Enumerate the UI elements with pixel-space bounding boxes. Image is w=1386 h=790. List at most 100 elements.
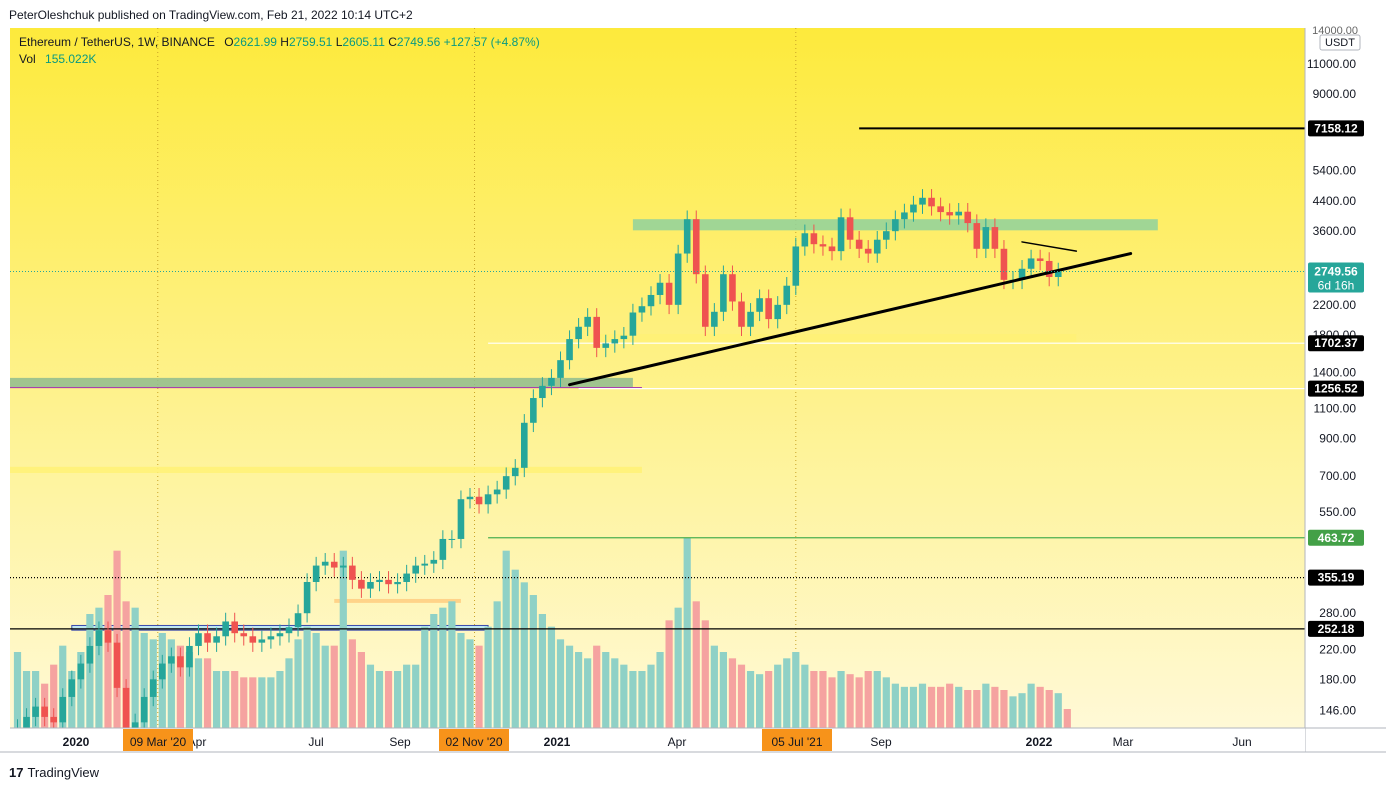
time-tick-label: 2020 [63, 735, 90, 749]
volume-bar [502, 550, 510, 728]
volume-bar [584, 658, 592, 728]
candle-body [611, 339, 619, 344]
candle [837, 208, 845, 261]
candle-body [285, 627, 293, 634]
legend-open: 2621.99 [233, 35, 277, 49]
price-tick-label: 9000.00 [1313, 87, 1357, 101]
candle-body [1036, 258, 1044, 261]
candle-body [204, 633, 211, 643]
volume-bar [59, 645, 67, 728]
volume-bar [348, 639, 356, 728]
candle-body [122, 687, 130, 728]
candle-body [656, 282, 664, 295]
candle [448, 530, 456, 549]
current-price-box [1308, 262, 1364, 293]
volume-bar [575, 652, 583, 728]
volume-bar [991, 686, 999, 728]
candle-body [783, 285, 791, 305]
volume-bar [556, 639, 565, 728]
volume-bar [638, 671, 646, 728]
volume-bar [1009, 696, 1017, 728]
volume-bar [104, 595, 112, 728]
candle-body [466, 496, 474, 500]
candle [530, 389, 537, 433]
candle [720, 265, 727, 322]
candle [502, 467, 510, 499]
volume-bar [430, 614, 438, 728]
tradingview-logo-icon: 17 [9, 765, 24, 780]
candle [367, 573, 374, 598]
volume-bar [439, 607, 447, 728]
candle [901, 203, 908, 229]
candle-body [340, 565, 347, 568]
volume-bar [176, 645, 184, 728]
candle [312, 556, 320, 592]
volume-bar [927, 686, 936, 728]
candle-body [548, 377, 555, 386]
candle [321, 553, 329, 575]
candle [340, 556, 347, 577]
volume-bar [203, 658, 212, 728]
volume-bar [710, 645, 718, 728]
candle [294, 604, 302, 637]
volume-bar [946, 683, 954, 728]
candle [358, 571, 365, 598]
candle [864, 240, 872, 263]
candle [702, 265, 709, 337]
zone-box [587, 334, 1077, 342]
candle-body [539, 385, 546, 399]
legend-row-volume: Vol 155.022K [19, 52, 540, 66]
volume-bar [194, 658, 203, 728]
volume-bar [384, 671, 393, 728]
volume-bar [846, 674, 854, 728]
volume-bar [801, 664, 809, 728]
price-label-text: 7158.12 [1314, 121, 1358, 135]
volume-bar [873, 671, 881, 728]
candle [41, 697, 48, 727]
volume-bar [294, 639, 302, 728]
current-price-text: 2749.56 [1314, 264, 1358, 278]
candle [647, 286, 655, 316]
candle-body [729, 274, 736, 302]
candle-body [584, 316, 591, 327]
candle-body [186, 645, 193, 668]
candle [1000, 240, 1008, 290]
candle-body [593, 316, 600, 348]
candle-body [86, 645, 94, 664]
candle [86, 637, 94, 673]
candle [430, 551, 438, 573]
candle-body [104, 630, 112, 643]
candle-body [113, 642, 121, 688]
candle-body [575, 326, 582, 340]
price-label-text: 1702.37 [1314, 336, 1358, 350]
candle-body [439, 538, 447, 560]
candle [249, 627, 257, 652]
time-tick-label: Sep [870, 735, 892, 749]
volume-bar [819, 671, 827, 728]
price-tick-label: 4400.00 [1313, 194, 1357, 208]
candle [303, 573, 311, 623]
volume-bar [964, 690, 972, 728]
volume-bar [140, 633, 148, 728]
candle-body [702, 274, 709, 327]
volume-bar [855, 677, 863, 728]
candle [991, 218, 999, 259]
candle [231, 612, 238, 643]
candle-body [385, 579, 392, 585]
legend-symbol: Ethereum / TetherUS, 1W, BINANCE [19, 35, 215, 49]
candle-body [475, 496, 483, 505]
candle [32, 697, 39, 727]
volume-bar [955, 686, 963, 728]
candle [919, 189, 926, 214]
volume-bar [511, 569, 519, 728]
candle-body [367, 581, 374, 589]
tradingview-branding[interactable]: 17 TradingView [9, 765, 99, 780]
volume-bar [240, 677, 248, 728]
volume-bar [267, 677, 275, 728]
candle-body [530, 398, 537, 423]
volume-bar [918, 683, 927, 728]
volume-bar [719, 652, 727, 728]
candle [548, 369, 555, 396]
candle [421, 554, 429, 575]
